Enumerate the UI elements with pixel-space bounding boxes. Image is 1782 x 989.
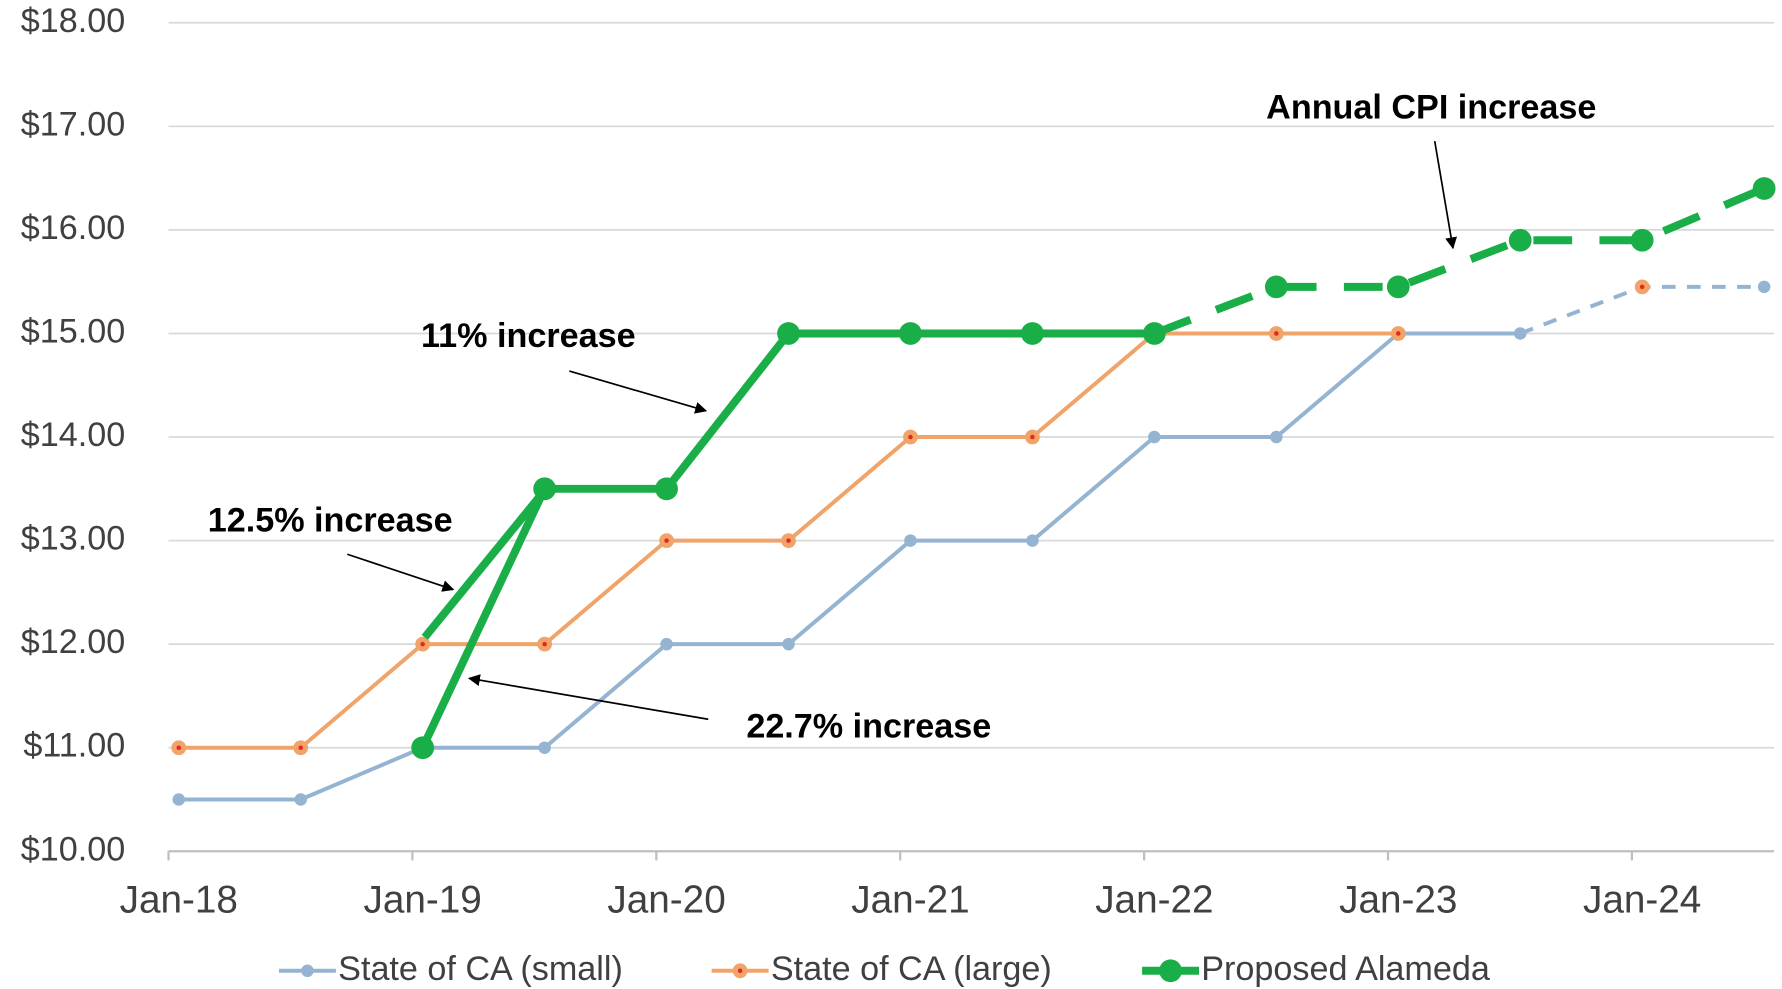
y-tick-label: $16.00	[21, 209, 125, 247]
annotation: 22.7% increase	[746, 707, 991, 745]
point	[1148, 430, 1161, 444]
point	[538, 741, 551, 754]
point	[655, 477, 678, 501]
point-center	[786, 538, 791, 543]
point	[294, 793, 307, 806]
annotation: Annual CPI increase	[1266, 88, 1596, 126]
x-tick-label: Jan-18	[120, 879, 238, 922]
point-center	[1274, 331, 1279, 336]
y-tick-label: $18.00	[21, 2, 125, 40]
point-center	[908, 434, 913, 440]
point	[1142, 322, 1166, 345]
legend-marker	[301, 964, 314, 978]
x-tick-label: Jan-21	[851, 879, 969, 922]
point	[1752, 177, 1776, 200]
point-center	[664, 538, 669, 543]
point	[1026, 534, 1039, 547]
point	[904, 534, 917, 547]
y-tick-label: $15.00	[21, 312, 125, 350]
y-tick-label: $10.00	[21, 830, 125, 868]
point	[777, 322, 800, 345]
annotation-line	[421, 486, 549, 640]
point-center	[176, 745, 182, 751]
legend-marker-center	[737, 968, 743, 974]
series-line	[178, 331, 1521, 802]
point-center	[1395, 331, 1401, 336]
point	[1513, 327, 1527, 340]
annotation: 12.5% increase	[208, 501, 453, 539]
point	[172, 793, 186, 806]
point-center	[298, 745, 303, 751]
annotations: Annual CPI increase 11% increase 12.5% i…	[208, 88, 1597, 745]
plot	[171, 177, 1776, 806]
y-tick-label: $11.00	[23, 727, 125, 765]
point	[899, 322, 922, 345]
point	[1021, 322, 1044, 345]
legend-label: Proposed Alameda	[1201, 950, 1490, 988]
x-tick-label: Jan-23	[1339, 879, 1457, 922]
point	[1264, 275, 1288, 299]
arrow	[569, 370, 708, 414]
legend-label: State of CA (small)	[338, 950, 623, 988]
point-center	[1030, 434, 1035, 440]
point	[411, 736, 435, 760]
x-tick-label: Jan-19	[364, 879, 482, 922]
x-tick-label: Jan-24	[1583, 879, 1701, 922]
point	[1386, 275, 1410, 299]
point	[1630, 228, 1654, 252]
point	[1757, 280, 1771, 294]
legend: State of CA (small) State of CA (large) Pr…	[278, 950, 1490, 988]
y-tick-label: $12.00	[21, 623, 125, 661]
point-center	[1639, 284, 1645, 290]
point	[660, 637, 673, 651]
x-tick-label: Jan-22	[1095, 879, 1213, 922]
point-center	[542, 641, 547, 647]
legend-marker	[1159, 959, 1182, 983]
point	[782, 637, 795, 651]
arrow	[467, 674, 709, 721]
y-tick-label: $17.00	[21, 105, 125, 143]
point	[1508, 228, 1532, 252]
y-tick-label: $14.00	[21, 416, 125, 454]
point-center	[420, 641, 425, 647]
legend-label: State of CA (large)	[771, 950, 1052, 988]
annotation: 11% increase	[421, 317, 636, 355]
point	[1270, 430, 1283, 444]
arrow	[1433, 140, 1458, 250]
grid: $10.00 $11.00 $12.00 $13.00 $14.00 $15.00 $16.…	[21, 2, 1775, 922]
y-tick-label: $13.00	[21, 520, 125, 558]
arrow	[347, 553, 455, 592]
series-line	[1152, 184, 1766, 338]
x-tick-label: Jan-20	[607, 879, 725, 922]
